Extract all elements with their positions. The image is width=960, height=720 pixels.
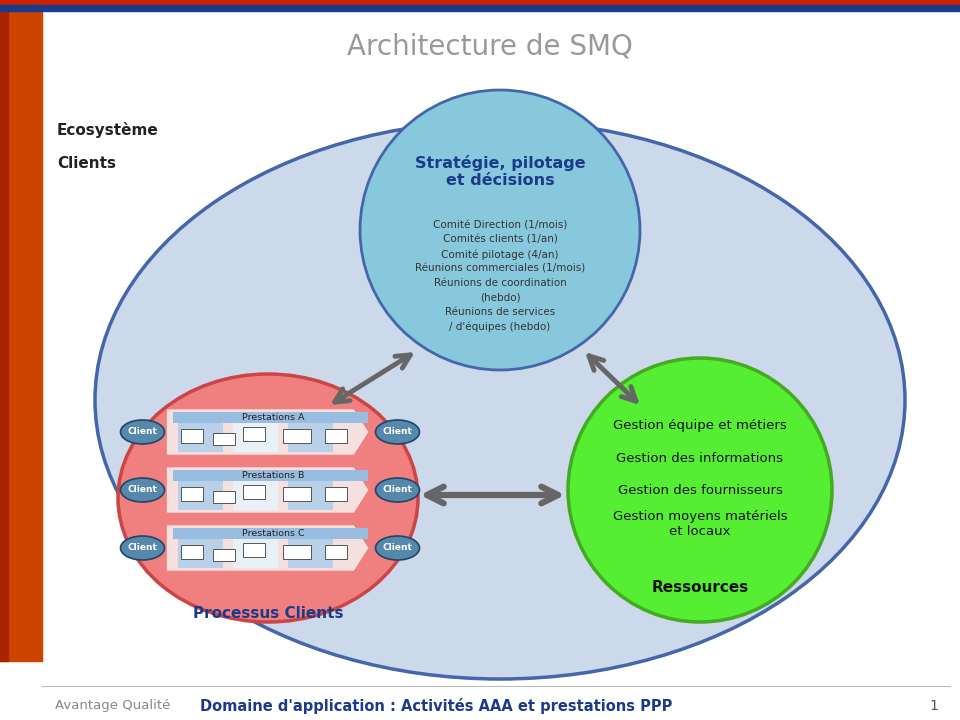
Ellipse shape (121, 478, 164, 502)
Bar (180, 487, 203, 501)
Bar (173, 412, 368, 423)
Ellipse shape (375, 420, 420, 444)
Bar (0, 5, 960, 11)
FancyArrow shape (167, 468, 368, 512)
Bar (178, 481, 223, 510)
Text: Comité Direction (1/mois)
Comités clients (1/an)
Comité pilotage (4/an)
Réunions: Comité Direction (1/mois) Comités client… (415, 220, 586, 333)
Text: Prestations B: Prestations B (242, 471, 304, 480)
Bar (180, 545, 203, 559)
Text: Processus Clients: Processus Clients (193, 606, 344, 621)
Bar (232, 481, 277, 510)
Bar (212, 491, 234, 503)
Ellipse shape (121, 536, 164, 560)
Bar (232, 539, 277, 568)
Ellipse shape (121, 420, 164, 444)
Bar (0, 11, 8, 661)
Bar (212, 433, 234, 445)
Bar (282, 429, 310, 443)
Bar (287, 481, 332, 510)
Bar (243, 427, 265, 441)
Text: Client: Client (128, 428, 157, 436)
Bar (173, 470, 368, 481)
Text: Stratégie, pilotage
et décisions: Stratégie, pilotage et décisions (415, 155, 586, 189)
Bar (287, 539, 332, 568)
Bar (178, 423, 223, 452)
Bar (173, 528, 368, 539)
Text: Client: Client (383, 485, 413, 495)
Text: Ecosystème: Ecosystème (57, 122, 158, 138)
Text: Gestion des fournisseurs: Gestion des fournisseurs (617, 485, 782, 498)
Bar (178, 539, 223, 568)
Bar (324, 429, 347, 443)
Bar (0, 11, 42, 661)
Ellipse shape (375, 478, 420, 502)
Text: Clients: Clients (57, 156, 116, 171)
Text: Ressources: Ressources (652, 580, 749, 595)
Text: Prestations C: Prestations C (242, 529, 304, 538)
Text: Avantage Qualité: Avantage Qualité (55, 700, 170, 713)
Bar (287, 423, 332, 452)
Circle shape (568, 358, 832, 622)
Bar (324, 487, 347, 501)
Bar (324, 545, 347, 559)
Bar (232, 423, 277, 452)
Text: Client: Client (383, 544, 413, 552)
Ellipse shape (375, 536, 420, 560)
Text: Client: Client (128, 544, 157, 552)
Bar (243, 543, 265, 557)
Text: Gestion moyens matériels
et locaux: Gestion moyens matériels et locaux (612, 510, 787, 538)
Bar (212, 549, 234, 561)
Text: 1: 1 (929, 699, 938, 713)
Ellipse shape (95, 121, 905, 679)
FancyArrow shape (167, 410, 368, 454)
Bar (180, 429, 203, 443)
Bar (0, 0, 960, 5)
Text: Prestations A: Prestations A (242, 413, 304, 422)
Circle shape (360, 90, 640, 370)
Text: Gestion équipe et métiers: Gestion équipe et métiers (613, 418, 787, 431)
Text: Gestion des informations: Gestion des informations (616, 451, 783, 464)
FancyArrow shape (167, 526, 368, 570)
Bar (282, 487, 310, 501)
Text: Client: Client (128, 485, 157, 495)
Text: Client: Client (383, 428, 413, 436)
Text: Domaine d'application : Activités AAA et prestations PPP: Domaine d'application : Activités AAA et… (200, 698, 672, 714)
Ellipse shape (118, 374, 418, 622)
Text: Architecture de SMQ: Architecture de SMQ (348, 33, 633, 61)
Bar (243, 485, 265, 499)
Bar (282, 545, 310, 559)
